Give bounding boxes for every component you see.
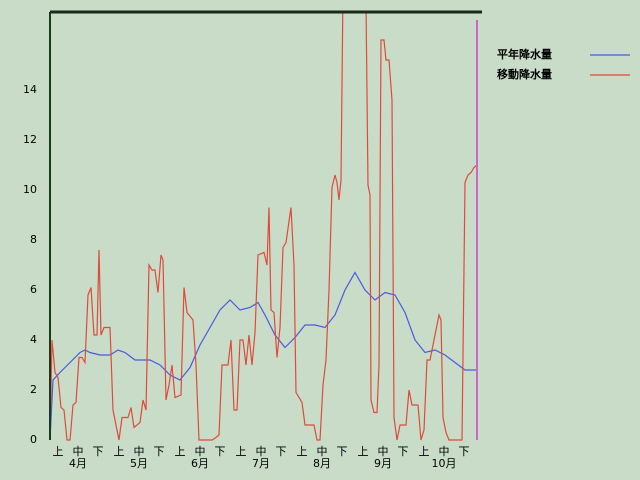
y-tick-label: 14 bbox=[23, 83, 37, 96]
x-tick-label: 中 bbox=[73, 445, 84, 458]
x-tick-label: 上 bbox=[114, 445, 125, 458]
y-tick-label: 8 bbox=[30, 233, 37, 246]
x-tick-label: 中 bbox=[256, 445, 267, 458]
series-line bbox=[50, 271, 478, 441]
x-tick-label: 上 bbox=[358, 445, 369, 458]
plot-area bbox=[50, 12, 478, 441]
y-tick-label: 4 bbox=[30, 333, 37, 346]
x-tick-label: 下 bbox=[215, 445, 226, 458]
month-label: 8月 bbox=[313, 457, 331, 470]
month-label: 4月 bbox=[69, 457, 87, 470]
x-tick-label: 下 bbox=[337, 445, 348, 458]
y-tick-label: 10 bbox=[23, 183, 37, 196]
x-tick-label: 下 bbox=[93, 445, 104, 458]
x-tick-label: 下 bbox=[276, 445, 287, 458]
y-tick-label: 6 bbox=[30, 283, 37, 296]
x-tick-label: 中 bbox=[317, 445, 328, 458]
x-tick-label: 下 bbox=[154, 445, 165, 458]
x-tick-label: 中 bbox=[134, 445, 145, 458]
series-line bbox=[50, 12, 478, 441]
y-tick-label: 0 bbox=[30, 433, 37, 446]
legend-label: 平年降水量 bbox=[497, 47, 552, 61]
x-tick-label: 上 bbox=[175, 445, 186, 458]
x-tick-label: 中 bbox=[378, 445, 389, 458]
month-label: 7月 bbox=[252, 457, 270, 470]
month-label: 5月 bbox=[130, 457, 148, 470]
x-tick-label: 中 bbox=[439, 445, 450, 458]
x-tick-label: 下 bbox=[459, 445, 470, 458]
x-tick-label: 下 bbox=[398, 445, 409, 458]
x-tick-label: 中 bbox=[195, 445, 206, 458]
month-label: 9月 bbox=[374, 457, 392, 470]
x-tick-label: 上 bbox=[236, 445, 247, 458]
legend-label: 移動降水量 bbox=[497, 67, 552, 81]
x-tick-label: 上 bbox=[419, 445, 430, 458]
month-label: 10月 bbox=[432, 457, 457, 470]
month-label: 6月 bbox=[191, 457, 209, 470]
y-tick-label: 12 bbox=[23, 133, 37, 146]
y-tick-label: 2 bbox=[30, 383, 37, 396]
x-tick-label: 上 bbox=[53, 445, 64, 458]
x-tick-label: 上 bbox=[297, 445, 308, 458]
